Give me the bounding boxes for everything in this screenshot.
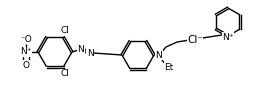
- Text: Cl: Cl: [60, 26, 69, 35]
- Text: N: N: [78, 45, 84, 53]
- Text: Cl⁻: Cl⁻: [187, 35, 203, 45]
- Text: N: N: [156, 51, 162, 59]
- Text: Et: Et: [164, 63, 174, 72]
- Text: ⁻O: ⁻O: [20, 35, 32, 43]
- Text: N⁺: N⁺: [222, 32, 234, 41]
- Text: N⁺: N⁺: [20, 48, 32, 56]
- Text: N: N: [87, 48, 93, 58]
- Text: Cl: Cl: [60, 69, 69, 78]
- Text: O: O: [23, 61, 29, 69]
